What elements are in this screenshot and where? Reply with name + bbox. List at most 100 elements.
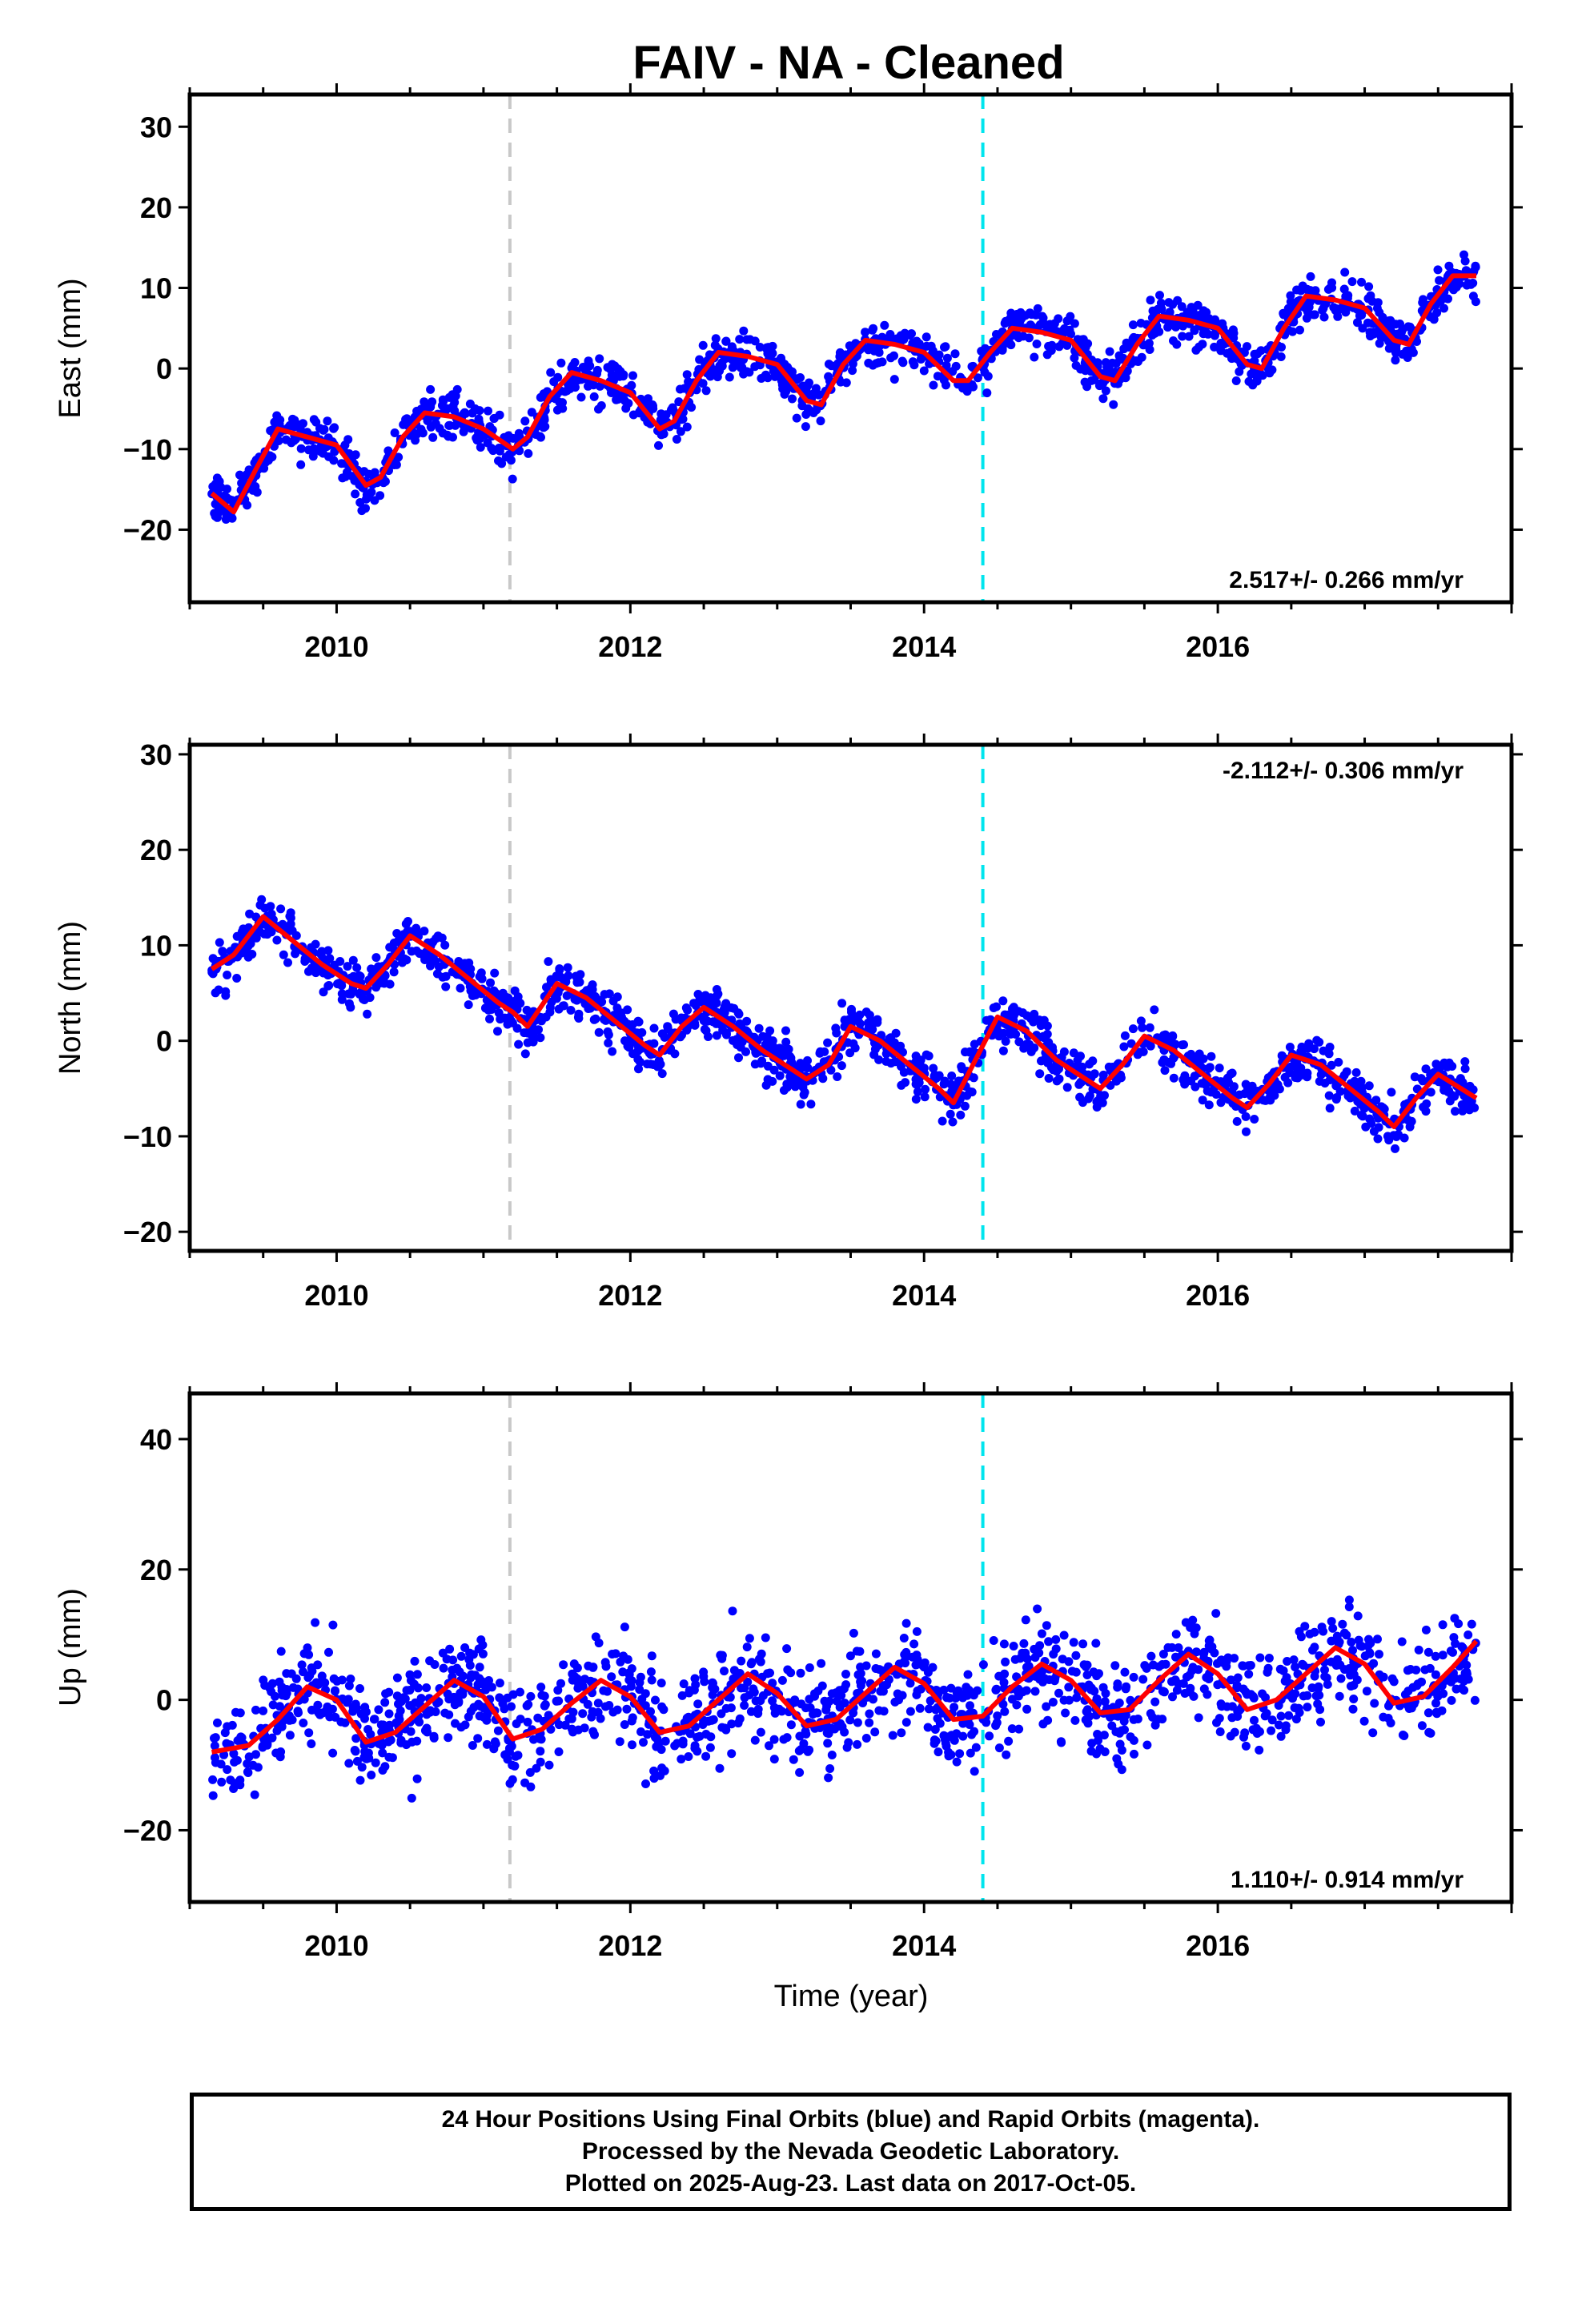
- data-point: [311, 968, 320, 978]
- data-point: [350, 476, 359, 485]
- data-point: [1421, 1064, 1431, 1074]
- data-point: [597, 997, 607, 1007]
- data-point: [973, 1686, 982, 1695]
- data-point: [592, 369, 601, 378]
- data-point: [1229, 328, 1239, 338]
- data-point: [1310, 1044, 1319, 1054]
- data-point: [1310, 310, 1319, 320]
- data-point: [796, 373, 805, 382]
- data-point: [1082, 1707, 1091, 1716]
- data-point: [682, 1713, 692, 1723]
- data-point: [227, 1720, 237, 1730]
- data-point: [1158, 1058, 1167, 1068]
- data-point: [607, 1672, 616, 1682]
- data-point: [232, 974, 242, 983]
- data-point: [842, 1743, 852, 1752]
- data-point: [909, 360, 919, 370]
- data-point: [897, 356, 907, 366]
- data-point: [647, 1651, 656, 1661]
- data-point: [524, 448, 533, 458]
- data-point: [671, 1015, 681, 1024]
- data-point: [1061, 1708, 1070, 1718]
- data-point: [618, 1667, 628, 1677]
- data-point: [1289, 1655, 1299, 1665]
- data-point: [1347, 277, 1357, 287]
- data-point: [1203, 1086, 1212, 1096]
- y-tick-label: −20: [123, 1814, 172, 1847]
- data-point: [826, 1723, 836, 1733]
- data-point: [259, 464, 269, 473]
- data-point: [745, 1634, 754, 1643]
- data-point: [455, 1667, 464, 1677]
- data-point: [1150, 1697, 1160, 1707]
- data-point: [698, 340, 708, 350]
- data-point: [546, 1724, 556, 1734]
- data-point: [456, 983, 465, 993]
- data-point: [1012, 309, 1022, 319]
- data-point: [1373, 1134, 1383, 1144]
- data-point: [1350, 1106, 1359, 1116]
- data-point: [628, 371, 637, 380]
- data-point: [229, 1784, 239, 1793]
- data-point: [1138, 1023, 1147, 1032]
- data-point: [742, 1642, 752, 1652]
- data-point: [950, 349, 960, 359]
- panel-frame: [187, 742, 1514, 1253]
- data-point: [299, 1649, 309, 1659]
- plot-area: [207, 94, 1480, 602]
- data-point: [1000, 319, 1010, 328]
- x-tick-label: 2010: [304, 1279, 368, 1312]
- data-point: [676, 427, 685, 436]
- data-point: [773, 1704, 783, 1714]
- data-point: [401, 919, 411, 929]
- data-point: [1338, 1619, 1347, 1629]
- y-axis-label: East (mm): [54, 278, 87, 418]
- data-point: [1180, 1071, 1190, 1080]
- data-point: [623, 1019, 632, 1029]
- data-point: [617, 391, 627, 400]
- data-point: [400, 954, 409, 963]
- data-point: [1239, 1732, 1248, 1742]
- data-point: [271, 1691, 279, 1701]
- data-point: [1184, 332, 1194, 341]
- data-point: [761, 372, 770, 381]
- data-point: [1191, 1082, 1200, 1092]
- data-point: [1460, 1686, 1469, 1695]
- y-tick-label: 0: [156, 1025, 172, 1058]
- data-point: [1070, 353, 1079, 363]
- data-point: [1120, 1725, 1129, 1735]
- data-point: [837, 999, 847, 1008]
- data-point: [286, 913, 295, 923]
- data-point: [627, 1716, 636, 1726]
- data-point: [595, 381, 604, 391]
- data-point: [963, 1670, 973, 1679]
- data-point: [1215, 1727, 1225, 1736]
- data-point: [940, 343, 949, 352]
- data-point: [1462, 280, 1472, 290]
- data-point: [739, 326, 749, 336]
- y-tick-label: −20: [123, 513, 172, 546]
- data-point: [944, 1747, 954, 1757]
- data-point: [223, 1765, 232, 1775]
- data-point: [510, 986, 520, 995]
- data-point: [434, 1697, 444, 1707]
- data-point: [1009, 1003, 1018, 1012]
- data-point: [1263, 1663, 1273, 1673]
- y-tick-label: 30: [140, 111, 172, 143]
- data-point: [475, 1663, 484, 1672]
- data-point: [1319, 312, 1329, 322]
- data-point: [799, 1090, 809, 1100]
- data-point: [1204, 1100, 1214, 1110]
- data-point: [288, 414, 297, 424]
- data-point: [489, 986, 499, 995]
- data-point: [861, 1661, 871, 1671]
- data-point: [260, 903, 270, 913]
- data-point: [328, 1620, 338, 1630]
- data-point: [483, 1710, 492, 1719]
- data-point: [1254, 370, 1263, 380]
- data-point: [475, 1711, 484, 1721]
- y-tick-label: 20: [140, 834, 172, 866]
- data-point: [263, 930, 272, 939]
- data-point: [837, 1061, 846, 1071]
- data-point: [553, 1686, 563, 1695]
